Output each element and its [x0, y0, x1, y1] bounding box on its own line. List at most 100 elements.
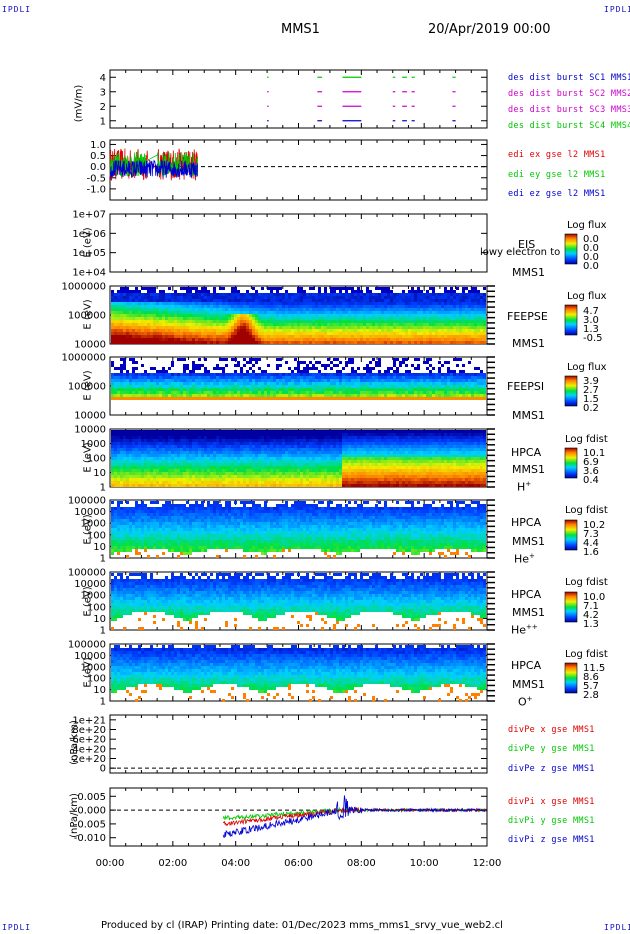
- hpca-h-pixel: [201, 478, 204, 481]
- feepse-pixel: [240, 302, 243, 305]
- feepse-pixel: [423, 335, 426, 338]
- feepsi-pixel: [204, 358, 207, 361]
- feepse-pixel: [156, 302, 159, 305]
- feepse-pixel: [123, 326, 126, 329]
- feepse-pixel: [132, 329, 135, 332]
- feepsi-pixel: [123, 391, 126, 394]
- feepsi-pixel: [213, 376, 216, 379]
- feepse-pixel: [276, 317, 279, 320]
- hpca-h-pixel: [111, 433, 114, 436]
- feepse-pixel: [468, 326, 471, 329]
- feepsi-pixel: [285, 376, 288, 379]
- hpca-h-pixel: [183, 472, 186, 475]
- hpca-h-pixel: [195, 436, 198, 439]
- feepse-pixel: [315, 305, 318, 308]
- feepse-pixel: [417, 329, 420, 332]
- feepse-pixel: [435, 335, 438, 338]
- hpca-h-pixel: [204, 478, 207, 481]
- feepse-pixel: [216, 317, 219, 320]
- feepse-pixel: [444, 314, 447, 317]
- hpca-h-pixel: [177, 448, 180, 451]
- feepse-pixel: [111, 308, 114, 311]
- feepse-pixel: [156, 293, 159, 296]
- feepsi-pixel: [168, 397, 171, 400]
- feepse-pixel: [150, 302, 153, 305]
- feepse-pixel: [144, 338, 147, 341]
- feepsi-pixel: [126, 397, 129, 400]
- feepse-pixel: [306, 329, 309, 332]
- feepse-pixel: [147, 335, 150, 338]
- feepsi-pixel: [276, 388, 279, 391]
- feepsi-pixel: [456, 385, 459, 388]
- feepsi-pixel: [432, 397, 435, 400]
- feepse-pixel: [162, 299, 165, 302]
- hpca-h-pixel: [219, 472, 222, 475]
- feepse-pixel: [474, 299, 477, 302]
- feepsi-pixel: [423, 382, 426, 385]
- hpca-h-pixel: [123, 460, 126, 463]
- feepse-pixel: [336, 314, 339, 317]
- hpca-h-pixel: [210, 469, 213, 472]
- feepse-pixel: [390, 299, 393, 302]
- hpca-h-pixel: [120, 439, 123, 442]
- feepse-pixel: [252, 323, 255, 326]
- hpca-h-pixel: [240, 457, 243, 460]
- feepsi-pixel: [459, 358, 462, 361]
- feepse-pixel: [429, 299, 432, 302]
- feepse-pixel: [210, 302, 213, 305]
- feepse-pixel: [276, 314, 279, 317]
- feepse-pixel: [306, 341, 309, 344]
- feepse-pixel: [384, 320, 387, 323]
- feepse-pixel: [348, 305, 351, 308]
- feepse-pixel: [429, 323, 432, 326]
- feepsi-pixel: [183, 367, 186, 370]
- feepsi-pixel: [219, 385, 222, 388]
- hpca-h-pixel: [129, 460, 132, 463]
- feepse-pixel: [207, 308, 210, 311]
- feepse-pixel: [423, 293, 426, 296]
- hpca-h-pixel: [162, 484, 165, 487]
- feepse-pixel: [126, 332, 129, 335]
- feepsi-pixel: [354, 382, 357, 385]
- feepse-pixel: [180, 296, 183, 299]
- feepse-pixel: [186, 326, 189, 329]
- hpca-h-pixel: [219, 460, 222, 463]
- feepse-pixel: [258, 296, 261, 299]
- hpca-h-pixel: [114, 448, 117, 451]
- feepse-pixel: [381, 314, 384, 317]
- hpca-h-pixel: [138, 466, 141, 469]
- feepse-pixel: [444, 296, 447, 299]
- hpca-h-pixel: [147, 484, 150, 487]
- feepse-pixel: [258, 323, 261, 326]
- feepse-pixel: [306, 293, 309, 296]
- feepse-pixel: [444, 323, 447, 326]
- hpca-h-pixel: [243, 457, 246, 460]
- feepsi-pixel: [261, 391, 264, 394]
- feepsi-pixel: [327, 382, 330, 385]
- feepsi-pixel: [267, 388, 270, 391]
- feepsi-pixel: [201, 373, 204, 376]
- feepse-pixel: [228, 323, 231, 326]
- feepsi-pixel: [297, 382, 300, 385]
- feepse-pixel: [387, 287, 390, 290]
- feepsi-pixel: [165, 379, 168, 382]
- feepsi-pixel: [261, 394, 264, 397]
- feepse-pixel: [468, 311, 471, 314]
- feepse-pixel: [171, 299, 174, 302]
- feepse-pixel: [300, 338, 303, 341]
- feepsi-pixel: [225, 397, 228, 400]
- hpca-h-pixel: [120, 451, 123, 454]
- feepsi-pixel: [264, 388, 267, 391]
- hpca-h-pixel: [210, 457, 213, 460]
- hpca-h-pixel: [228, 451, 231, 454]
- feepse-pixel: [396, 305, 399, 308]
- feepse-pixel: [120, 287, 123, 290]
- hpca-h-pixel: [174, 463, 177, 466]
- feepse-pixel: [477, 293, 480, 296]
- feepse-pixel: [387, 290, 390, 293]
- feepsi-pixel: [360, 382, 363, 385]
- hpca-h-pixel: [207, 475, 210, 478]
- feepse-pixel: [162, 329, 165, 332]
- feepse-pixel: [441, 305, 444, 308]
- feepse-pixel: [117, 308, 120, 311]
